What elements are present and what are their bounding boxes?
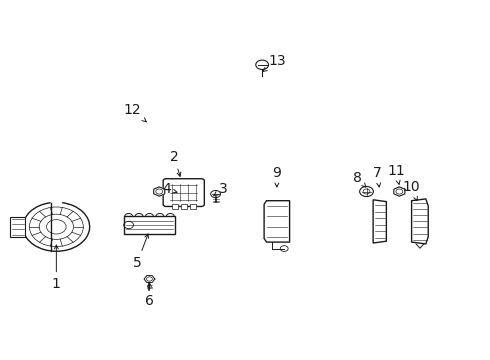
FancyBboxPatch shape (163, 179, 204, 207)
Polygon shape (394, 187, 405, 196)
Bar (10, 217, 25, 237)
Polygon shape (144, 275, 155, 283)
Text: 1: 1 (52, 245, 61, 291)
Bar (172, 204, 178, 209)
Bar (190, 204, 196, 209)
Text: 13: 13 (263, 54, 286, 72)
Text: 10: 10 (403, 180, 420, 201)
Text: 4: 4 (162, 182, 177, 196)
Bar (181, 204, 187, 209)
Bar (123, 216, 175, 234)
Polygon shape (154, 187, 165, 196)
Text: 5: 5 (133, 234, 148, 270)
Text: 12: 12 (123, 103, 146, 122)
Text: 8: 8 (353, 171, 366, 187)
Text: 2: 2 (170, 150, 181, 176)
Text: 9: 9 (272, 166, 281, 187)
Text: 3: 3 (214, 182, 227, 196)
Text: 6: 6 (145, 283, 154, 307)
Text: 7: 7 (373, 166, 382, 187)
Text: 11: 11 (387, 164, 405, 184)
